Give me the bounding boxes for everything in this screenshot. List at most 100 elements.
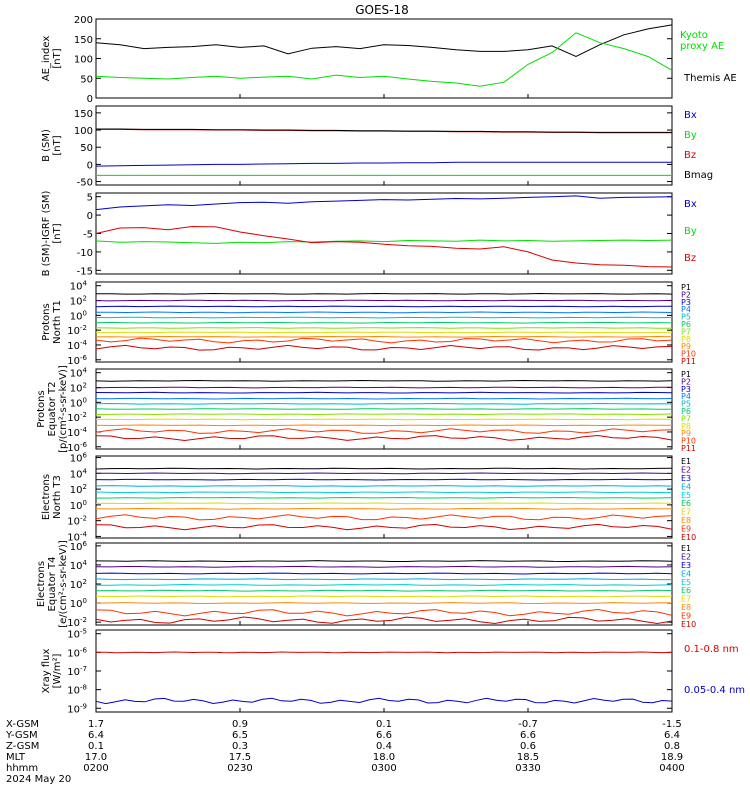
series-bx xyxy=(95,195,673,211)
footer-value: 0200 xyxy=(83,763,108,774)
y-tick-label: 100 xyxy=(70,499,87,512)
panel-frame xyxy=(95,18,673,99)
y-tick-label: 106 xyxy=(70,452,88,465)
footer-value: 17.0 xyxy=(85,752,107,763)
y-tick-label: 10-5 xyxy=(67,628,87,641)
legend-e2: E2 xyxy=(681,552,691,561)
series-e8 xyxy=(95,507,673,510)
series-bx xyxy=(95,161,672,167)
footer-value: 17.5 xyxy=(229,752,251,763)
series-p8 xyxy=(95,418,673,421)
series-bmag xyxy=(96,128,672,133)
y-axis-label: [p/(cm²-s-sr-keV)] xyxy=(58,365,69,453)
y-axis-label: North T3 xyxy=(52,475,63,519)
legend-kyoto-proxy-ae-2: proxy AE xyxy=(680,41,724,52)
legend-bmag: Bmag xyxy=(684,170,713,181)
legend-e8: E8 xyxy=(681,516,691,525)
legend-e9: E9 xyxy=(681,525,691,534)
y-tick-label: 10-9 xyxy=(67,702,87,715)
footer-value: 0.8 xyxy=(664,741,680,752)
panel-7: Electrons Equator T4 [e/(cm²-s-sr-keV)]10-… xyxy=(36,540,696,629)
footer-value: 0.9 xyxy=(232,719,248,730)
series-by xyxy=(95,239,673,244)
footer-value: 6.4 xyxy=(664,730,680,741)
series-p4 xyxy=(95,397,673,400)
y-tick-label: 50 xyxy=(80,143,93,154)
legend-p6: P6 xyxy=(681,320,691,329)
y-tick-label: 10-7 xyxy=(67,665,87,678)
y-tick-label: 5 xyxy=(87,193,93,204)
y-tick-label: 100 xyxy=(70,597,87,610)
footer-value: 6.4 xyxy=(88,730,104,741)
legend-p3: P3 xyxy=(681,298,691,307)
footer-value: 6.6 xyxy=(376,730,392,741)
series-e8 xyxy=(95,602,673,605)
y-axis-label: B (SM) xyxy=(41,129,52,162)
series-e1 xyxy=(95,560,673,563)
series-p3 xyxy=(95,305,672,308)
y-tick-label: 200 xyxy=(74,15,93,26)
series-p1 xyxy=(95,379,673,382)
footer-value: 0.3 xyxy=(232,741,248,752)
footer-value: 0.1 xyxy=(88,741,104,752)
y-tick-label: 10-4 xyxy=(67,339,87,352)
chart-title: GOES-18 xyxy=(355,3,409,17)
footer-table: X-GSM 1.7 0.9 0.1 -0.7 -1.5 Y-GSM 6.4 6.5 6.6 6.6 6… xyxy=(5,719,685,785)
legend-p4: P4 xyxy=(681,305,691,314)
y-axis-label: AE_index xyxy=(41,36,52,82)
y-tick-label: 102 xyxy=(70,295,87,308)
footer-value: 0230 xyxy=(227,763,252,774)
y-tick-label: 100 xyxy=(74,55,93,66)
y-tick-label: 102 xyxy=(70,578,87,591)
legend-p2: P2 xyxy=(681,290,691,299)
series-e3 xyxy=(95,478,673,481)
series-p5 xyxy=(95,316,673,319)
footer-value: 0400 xyxy=(659,763,684,774)
legend-p6: P6 xyxy=(681,407,691,416)
y-tick-label: 104 xyxy=(70,559,88,572)
y-tick-label: 100 xyxy=(74,126,93,137)
y-tick-label: -15 xyxy=(77,266,93,277)
y-tick-label: 10-6 xyxy=(67,646,87,659)
y-tick-label: 104 xyxy=(70,467,88,480)
series-p5 xyxy=(95,402,673,405)
series-p7 xyxy=(95,327,672,329)
series-e1 xyxy=(95,467,673,470)
y-tick-label: 10-8 xyxy=(67,684,87,697)
y-axis-label: Electrons xyxy=(36,561,47,607)
legend-e1: E1 xyxy=(681,457,691,466)
series-p6 xyxy=(95,321,673,324)
legend-p10: P10 xyxy=(681,350,696,359)
panel-8: Xray flux [W/m²] 10-9 10-8 10-7 10-6 10-5 0.1-0… xyxy=(41,628,745,716)
y-tick-label: 10-4 xyxy=(67,530,87,543)
series-0-05-0-4-nm xyxy=(95,697,673,705)
legend-bx: Bx xyxy=(684,110,697,121)
legend-e7: E7 xyxy=(681,508,691,517)
footer-value: -1.5 xyxy=(662,719,682,730)
footer-row-label: Z-GSM xyxy=(6,741,39,752)
y-tick-label: 104 xyxy=(70,280,88,293)
legend-p7: P7 xyxy=(681,327,691,336)
series-p11 xyxy=(95,344,673,351)
series-e6 xyxy=(95,589,673,592)
y-axis-label: B (SM)-IGRF (SM) xyxy=(41,191,52,277)
series-e3 xyxy=(95,572,673,575)
y-axis-label: Protons xyxy=(41,303,52,340)
y-tick-label: 10-2 xyxy=(67,515,87,528)
series-e4 xyxy=(95,485,673,487)
series-e7 xyxy=(95,502,673,505)
series-e10 xyxy=(95,523,673,531)
footer-row-label: MLT xyxy=(6,752,26,763)
legend-bx: Bx xyxy=(684,199,697,210)
y-tick-label: 10-2 xyxy=(67,411,87,424)
legend-e9: E9 xyxy=(681,612,691,621)
y-tick-label: 10-6 xyxy=(67,354,87,367)
legend-p2: P2 xyxy=(681,377,691,386)
y-axis-label: Equator T4 xyxy=(47,557,58,612)
legend-e3: E3 xyxy=(681,561,691,570)
series-p8 xyxy=(96,331,673,334)
legend-p11: P11 xyxy=(681,444,696,453)
y-tick-label: 0 xyxy=(87,160,93,171)
y-tick-label: 10-6 xyxy=(67,441,87,454)
